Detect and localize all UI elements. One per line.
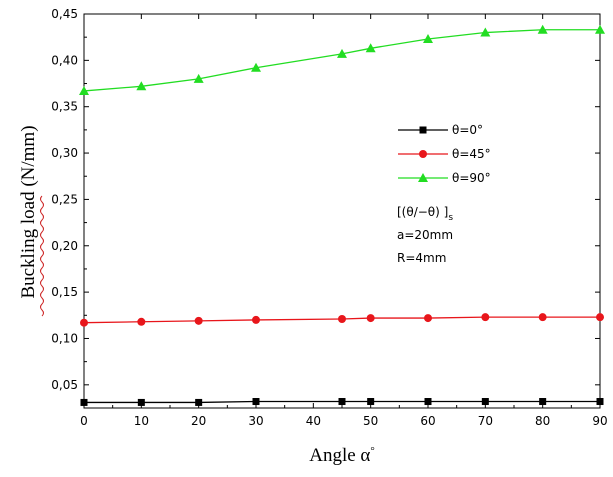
- data-point: [80, 318, 88, 327]
- y-tick-label: 0,20: [51, 239, 78, 253]
- x-axis-title-text: Angle α: [309, 445, 370, 466]
- data-point: [423, 34, 433, 44]
- y-tick-label: 0,30: [51, 146, 78, 160]
- legend-marker: [419, 150, 427, 158]
- spellcheck-underline: [40, 195, 44, 317]
- series-line: [83, 29, 600, 92]
- data-point: [251, 62, 261, 72]
- x-tick-label: 0: [80, 414, 88, 428]
- data-point: [195, 398, 203, 406]
- data-point: [367, 398, 375, 406]
- data-point: [424, 398, 432, 406]
- legend: θ=0° θ=45° θ=90°: [398, 123, 491, 185]
- legend-label: θ=0°: [452, 123, 483, 137]
- x-tick-label: 30: [248, 414, 263, 428]
- data-point: [252, 398, 260, 406]
- data-point: [252, 315, 260, 324]
- legend-marker: [418, 173, 428, 182]
- y-tick-label: 0,05: [51, 378, 78, 392]
- x-axis-title-degree: °: [370, 445, 374, 457]
- x-tick-label: 10: [134, 414, 149, 428]
- x-tick-label: 50: [363, 414, 378, 428]
- data-point: [481, 398, 489, 406]
- x-tick-label: 90: [592, 414, 607, 428]
- x-axis-title: Angle α°: [309, 445, 375, 466]
- legend-label: θ=90°: [452, 171, 491, 185]
- data-point: [365, 43, 376, 53]
- plot-area-border: [83, 13, 601, 409]
- data-point: [424, 314, 432, 323]
- series-line: [83, 316, 600, 324]
- annotation-r: R=4mm: [397, 251, 446, 265]
- data-point: [338, 315, 346, 324]
- series-square: [80, 398, 604, 406]
- data-point: [137, 317, 146, 326]
- x-tick-label: 20: [191, 414, 206, 428]
- y-tick-label: 0,15: [51, 285, 78, 299]
- data-point: [337, 48, 347, 58]
- y-tick-label: 0,45: [51, 7, 78, 21]
- x-tick-label: 40: [306, 414, 321, 428]
- annotation-layup-subscript: s: [448, 213, 453, 223]
- legend-marker: [419, 126, 427, 134]
- data-point: [338, 398, 346, 406]
- series-triangle: [79, 24, 605, 95]
- data-point: [539, 398, 547, 406]
- annotation-block: [(θ/−θ) ]s a=20mm R=4mm: [397, 205, 453, 265]
- series-line: [84, 400, 600, 404]
- data-point: [480, 27, 491, 37]
- y-tick-label: 0,25: [51, 192, 78, 206]
- y-tick-label: 0,40: [51, 53, 78, 67]
- x-tick-label: 80: [535, 414, 550, 428]
- series-circle: [80, 313, 604, 327]
- data-point: [193, 73, 204, 83]
- data-point: [481, 313, 490, 322]
- data-point: [596, 398, 604, 406]
- data-point: [136, 81, 147, 91]
- data-point: [79, 85, 89, 95]
- annotation-layup-text: [(θ/−θ) ]: [397, 205, 448, 219]
- data-point: [596, 313, 604, 322]
- data-point: [538, 313, 547, 322]
- data-point: [80, 398, 88, 406]
- data-point: [366, 314, 375, 323]
- legend-label: θ=45°: [452, 147, 491, 161]
- x-tick-label: 60: [420, 414, 435, 428]
- data-point: [194, 316, 203, 325]
- y-tick-label: 0,10: [51, 331, 78, 345]
- x-axis-ticks: 0 10 20 30 40 50 60 70 80 90: [80, 14, 608, 428]
- annotation-layup: [(θ/−θ) ]s: [397, 205, 453, 223]
- x-tick-label: 70: [478, 414, 493, 428]
- annotation-a: a=20mm: [397, 228, 453, 242]
- data-point: [537, 24, 548, 34]
- y-axis-title: Buckling load (N/mm): [18, 125, 39, 298]
- data-point: [595, 24, 605, 34]
- data-point: [137, 398, 145, 406]
- plot-frame: [83, 13, 601, 409]
- y-axis-ticks: 0,05 0,10 0,15 0,20 0,25 0,30 0,35 0,40 0,45: [51, 7, 600, 409]
- series-layer: [79, 24, 605, 406]
- y-tick-label: 0,35: [51, 100, 78, 114]
